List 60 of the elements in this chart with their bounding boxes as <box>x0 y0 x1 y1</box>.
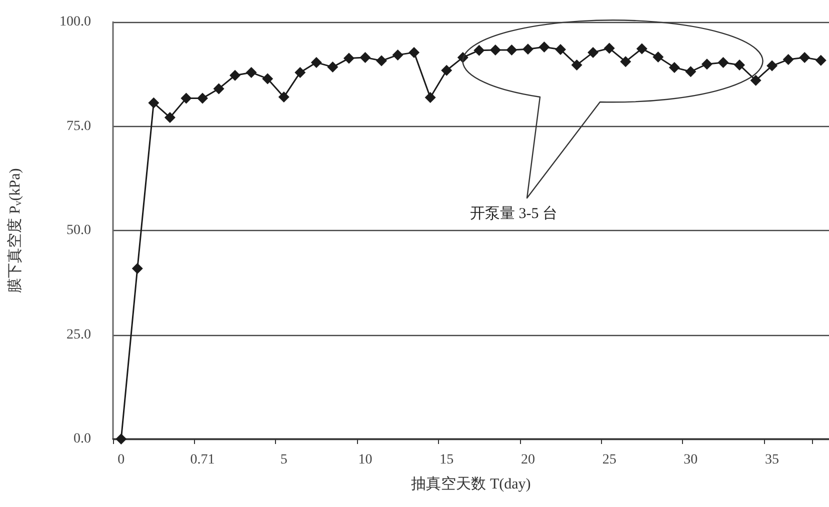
point <box>392 49 404 60</box>
y-axis-title: 膜下真空度 Pv(kPa) <box>6 168 24 293</box>
point <box>588 46 599 58</box>
y-tick-label: 50.0 <box>66 223 91 238</box>
point <box>636 43 648 54</box>
y-tick-label: 0.0 <box>74 432 91 446</box>
point <box>668 62 680 73</box>
point <box>815 54 826 66</box>
x-tick-label: 20 <box>520 452 535 468</box>
x-tick-label: 25 <box>602 452 616 468</box>
x-tick-label: 30 <box>684 452 698 468</box>
point <box>360 52 371 63</box>
point <box>164 112 176 123</box>
point <box>652 52 664 63</box>
x-tick-label: 35 <box>765 452 780 468</box>
point <box>262 73 274 84</box>
annotation: 开泵量 3-5 台 <box>470 204 558 223</box>
x-tick-label: 5 <box>280 452 288 468</box>
point <box>294 66 306 78</box>
point <box>441 64 452 76</box>
point <box>782 54 794 66</box>
y-tick-label: 100.0 <box>60 14 91 30</box>
point <box>490 44 501 56</box>
y-tick-label: 75.0 <box>66 118 91 134</box>
point <box>604 42 615 54</box>
point <box>246 66 257 78</box>
point <box>278 92 290 103</box>
point <box>116 434 127 444</box>
point <box>197 92 208 104</box>
point <box>230 70 241 81</box>
point <box>132 262 143 274</box>
point <box>310 56 322 68</box>
x-tick-label: 10 <box>358 452 372 468</box>
point <box>148 97 160 108</box>
point <box>343 52 354 64</box>
x-axis-title: 抽真空天数 T(day) <box>411 476 531 492</box>
point <box>734 59 745 70</box>
point <box>376 55 387 66</box>
point <box>571 59 582 70</box>
point <box>522 44 534 55</box>
point <box>327 62 338 73</box>
point <box>506 44 518 56</box>
x-tick-label: 0 <box>118 452 125 468</box>
point <box>424 92 436 103</box>
point <box>750 74 762 86</box>
point <box>799 52 810 63</box>
point <box>718 56 729 68</box>
point <box>180 92 192 104</box>
point <box>474 44 485 56</box>
x-tick-label: 15 <box>440 452 454 468</box>
point <box>213 83 224 94</box>
point <box>555 44 566 56</box>
point <box>408 46 420 58</box>
y-tick-label: 25.0 <box>66 327 91 342</box>
point <box>620 56 632 68</box>
point <box>701 58 712 70</box>
point <box>766 60 778 72</box>
x-tick-label: 0.71 <box>190 452 215 468</box>
point <box>685 66 696 78</box>
point <box>538 42 550 53</box>
